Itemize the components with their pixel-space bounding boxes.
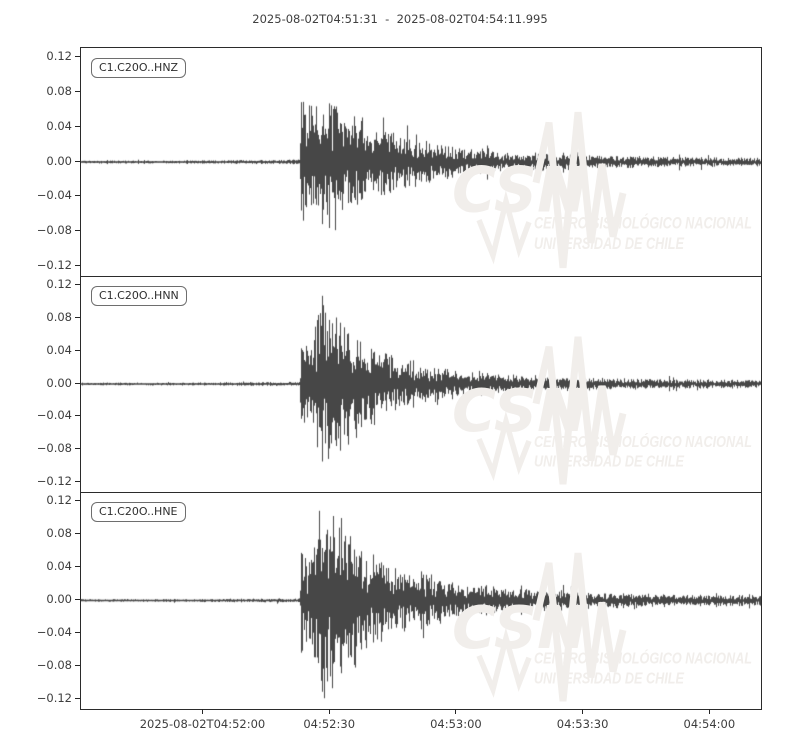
watermark-line1: CENTRO SISMOLÓGICO NACIONAL [534,432,752,451]
y-tick-label: 0.00 [46,375,72,390]
y-tick-mark [75,698,80,700]
y-tick-label: −0.04 [36,408,72,423]
y-tick-label: −0.08 [36,223,72,238]
y-tick-mark [75,532,80,534]
watermark-line2: UNIVERSIDAD DE CHILE [534,670,684,687]
y-tick-mark [75,349,80,351]
waveform-hnn [81,276,761,492]
y-tick-mark [75,599,80,600]
x-tick-label: 04:53:00 [430,717,482,731]
watermark-waveform-large [532,111,627,269]
watermark-line2: UNIVERSIDAD DE CHILE [534,454,684,471]
y-tick-label: 0.08 [46,525,72,540]
y-tick-label: 0.04 [46,342,72,357]
y-tick-mark [75,264,80,266]
waveform-hnz [81,48,761,276]
y-tick-mark [75,283,80,285]
csn-watermark: CSN CENTRO SISMOLÓGICO NACIONAL UNIVERSI… [452,552,752,702]
y-tick-mark [75,316,80,318]
watermark-line2: UNIVERSIDAD DE CHILE [534,235,685,253]
y-tick-label: 0.12 [46,492,72,507]
y-tick-mark [75,230,80,232]
channel-label-hnz: C1.C20O..HNZ [91,58,187,78]
y-tick-mark [75,195,80,197]
subplot-divider [81,492,761,493]
y-tick-label: −0.12 [36,474,72,489]
channel-label-hnn: C1.C20O..HNN [91,286,187,306]
y-tick-mark [75,448,80,450]
subplot-hne: CSN CENTRO SISMOLÓGICO NACIONAL UNIVERSI… [81,492,761,709]
watermark-waveform-small [476,410,532,481]
watermark-waveform-small [476,190,532,265]
watermark-line1: CENTRO SISMOLÓGICO NACIONAL [534,213,752,232]
y-tick-label: −0.08 [36,658,72,673]
y-tick-label: 0.04 [46,558,72,573]
channel-label-hne: C1.C20O..HNE [91,502,186,522]
watermark-waveform-large [532,336,627,485]
plot-area: CSN CENTRO SISMOLÓGICO NACIONAL UNIVERSI… [80,47,762,710]
y-tick-label: 0.08 [46,83,72,98]
watermark-waveform-small [476,627,532,698]
x-tick-label: 04:53:30 [556,717,609,731]
y-tick-label: −0.08 [36,441,72,456]
x-tick-mark [582,709,584,714]
y-tick-label: 0.00 [46,592,72,606]
y-tick-mark [75,382,80,384]
csn-watermark: CSN CENTRO SISMOLÓGICO NACIONAL UNIVERSI… [452,111,752,269]
y-tick-label: 0.12 [46,276,72,291]
y-tick-mark [75,125,80,127]
y-tick-label: −0.04 [36,188,72,203]
y-tick-mark [75,481,80,483]
y-tick-mark [75,499,80,501]
y-tick-mark [75,56,80,58]
y-tick-mark [75,565,80,567]
x-tick-mark [328,709,330,714]
x-tick-mark [708,709,710,714]
subplot-hnn: CSN CENTRO SISMOLÓGICO NACIONAL UNIVERSI… [81,276,761,492]
y-tick-mark [75,632,80,634]
x-tick-mark [201,709,203,714]
y-tick-label: 0.04 [46,118,72,133]
x-tick-label: 04:54:00 [683,717,736,731]
subplot-hnz: CSN CENTRO SISMOLÓGICO NACIONAL UNIVERSI… [81,48,761,276]
subplot-divider [81,276,761,277]
y-tick-label: −0.12 [36,257,72,272]
watermark-waveform-large [532,552,627,702]
x-tick-mark [455,709,457,714]
x-tick-label: 2025-08-02T04:52:00 [139,717,266,731]
y-tick-mark [75,90,80,92]
y-tick-label: 0.12 [46,49,72,64]
csn-watermark: CSN CENTRO SISMOLÓGICO NACIONAL UNIVERSI… [452,336,752,485]
y-tick-label: −0.12 [36,691,72,706]
y-tick-mark [75,160,80,162]
watermark-line1: CENTRO SISMOLÓGICO NACIONAL [534,649,752,668]
y-tick-label: 0.08 [46,309,72,324]
y-tick-label: 0.00 [46,153,72,168]
y-tick-mark [75,415,80,417]
y-tick-mark [75,665,80,667]
page-title: 2025-08-02T04:51:31 - 2025-08-02T04:54:1… [252,12,548,26]
y-tick-label: −0.04 [36,625,72,640]
waveform-hne [81,492,761,709]
x-tick-label: 04:52:30 [303,717,356,731]
